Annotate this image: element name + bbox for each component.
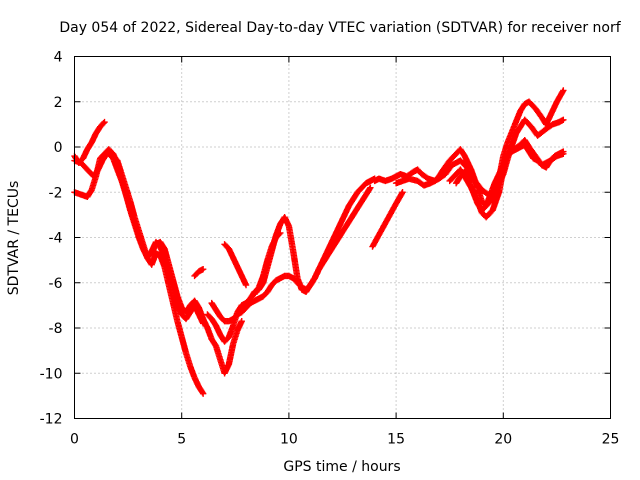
series-j [392, 116, 567, 198]
chart-title: Day 054 of 2022, Sidereal Day-to-day VTE… [59, 20, 621, 36]
x-tick-label: 15 [387, 432, 405, 448]
y-tick-label: 2 [54, 95, 63, 111]
y-tick-label: -8 [49, 321, 63, 337]
tick-labels: 0 5 10 15 20 25 -12 -10 -8 -6 -4 -2 0 2 4 [40, 50, 620, 448]
y-tick-label: 0 [54, 140, 63, 156]
plot-frame [74, 56, 611, 419]
x-tick-label: 25 [602, 432, 620, 448]
y-tick-label: -6 [49, 276, 63, 292]
series-h [251, 229, 284, 298]
x-tick-label: 20 [494, 432, 512, 448]
y-tick-label: 4 [54, 50, 63, 66]
series-c [103, 148, 245, 377]
series-i [371, 87, 567, 210]
series-f [191, 265, 207, 280]
data-marks [71, 87, 567, 397]
y-tick-label: -12 [40, 412, 63, 428]
x-tick-label: 10 [280, 432, 298, 448]
series-outliers [369, 189, 406, 250]
x-tick-label: 0 [70, 432, 79, 448]
x-tick-label: 5 [177, 432, 186, 448]
y-tick-label: -10 [40, 366, 63, 382]
grid-lines [74, 56, 611, 419]
series-l [452, 141, 567, 214]
y-axis-label: SDTVAR / TECUs [6, 181, 22, 296]
series-g [221, 241, 250, 289]
y-tick-label: -4 [49, 231, 63, 247]
series-e [208, 184, 374, 325]
x-axis-label: GPS time / hours [283, 459, 400, 475]
y-tick-label: -2 [49, 185, 63, 201]
